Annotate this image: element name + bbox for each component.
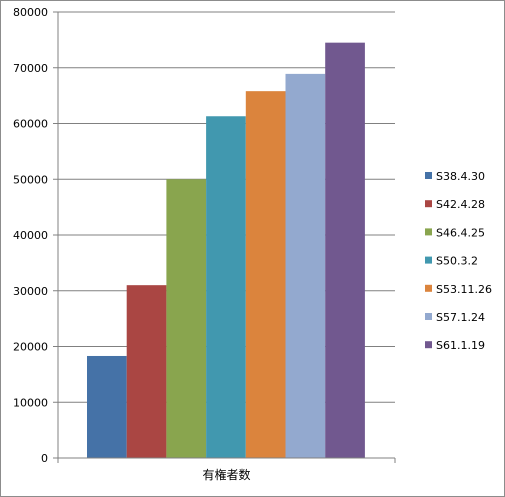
legend-entry-label: S38.4.30 [436,170,485,183]
legend-swatch [425,313,432,320]
bar-s50-3-2 [206,116,246,458]
y-tick-label: 30000 [13,285,48,298]
legend-swatch [425,256,432,264]
legend-entry-label: S50.3.2 [436,255,478,268]
legend-entry-label: S42.4.28 [436,198,485,211]
legend-swatch [425,172,432,179]
y-tick-label: 80000 [13,6,48,19]
legend-swatch [425,284,432,292]
legend-entry-label: S46.4.25 [436,226,485,239]
y-tick-label: 40000 [13,229,48,242]
bar-s57-1-24 [285,73,326,458]
legend: S38.4.30 S42.4.28 S46.4.25 S50.3.2 S53.11.26… [425,170,492,352]
legend-swatch [425,228,432,236]
legend-entry-label: S61.1.19 [436,339,485,352]
x-axis-labels: 有権者数 [202,467,250,482]
bar-s42-4-28 [126,285,167,458]
bar-s46-4-25 [166,179,207,458]
y-tick-label: 50000 [13,173,48,186]
y-tick-label: 10000 [13,396,48,409]
y-tick-label: 0 [41,452,48,465]
x-category-label: 有権者数 [202,467,250,482]
axes [57,12,396,463]
y-tick-label: 60000 [13,118,48,131]
legend-entry-label: S57.1.24 [436,311,485,324]
legend-swatch [425,341,432,349]
y-tick-label: 70000 [13,62,48,75]
legend-swatch [425,200,432,208]
bars [87,42,365,458]
y-axis-ticks: 0 10000 20000 30000 40000 50000 60000 70000 8000… [13,6,58,465]
legend-entry-label: S53.11.26 [436,283,492,296]
y-tick-label: 20000 [13,341,48,354]
bar-s61-1-19 [325,42,365,458]
bar-s38-4-30 [87,355,127,458]
bar-s53-11-26 [245,91,286,458]
